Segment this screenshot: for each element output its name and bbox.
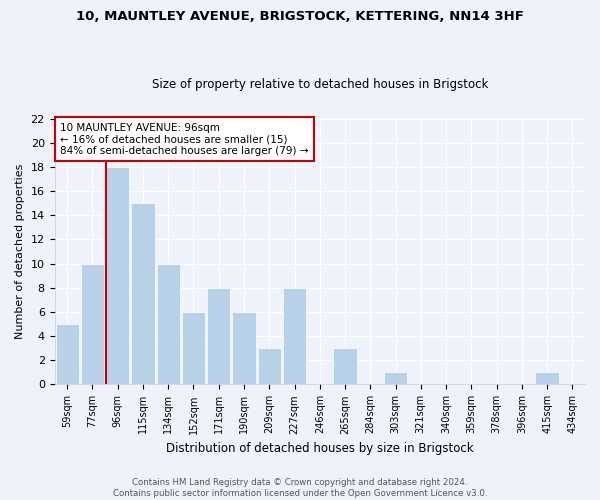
Bar bbox=[232, 312, 256, 384]
Text: Contains HM Land Registry data © Crown copyright and database right 2024.
Contai: Contains HM Land Registry data © Crown c… bbox=[113, 478, 487, 498]
Title: Size of property relative to detached houses in Brigstock: Size of property relative to detached ho… bbox=[152, 78, 488, 91]
Bar bbox=[81, 264, 104, 384]
Bar bbox=[157, 264, 180, 384]
Bar bbox=[56, 324, 79, 384]
Bar bbox=[131, 203, 155, 384]
Bar bbox=[257, 348, 281, 385]
Bar bbox=[283, 288, 306, 384]
Bar bbox=[384, 372, 407, 384]
Text: 10, MAUNTLEY AVENUE, BRIGSTOCK, KETTERING, NN14 3HF: 10, MAUNTLEY AVENUE, BRIGSTOCK, KETTERIN… bbox=[76, 10, 524, 23]
X-axis label: Distribution of detached houses by size in Brigstock: Distribution of detached houses by size … bbox=[166, 442, 473, 455]
Y-axis label: Number of detached properties: Number of detached properties bbox=[15, 164, 25, 339]
Bar bbox=[207, 288, 230, 384]
Bar bbox=[106, 167, 129, 384]
Bar bbox=[182, 312, 205, 384]
Bar bbox=[334, 348, 356, 385]
Text: 10 MAUNTLEY AVENUE: 96sqm
← 16% of detached houses are smaller (15)
84% of semi-: 10 MAUNTLEY AVENUE: 96sqm ← 16% of detac… bbox=[60, 122, 308, 156]
Bar bbox=[535, 372, 559, 384]
